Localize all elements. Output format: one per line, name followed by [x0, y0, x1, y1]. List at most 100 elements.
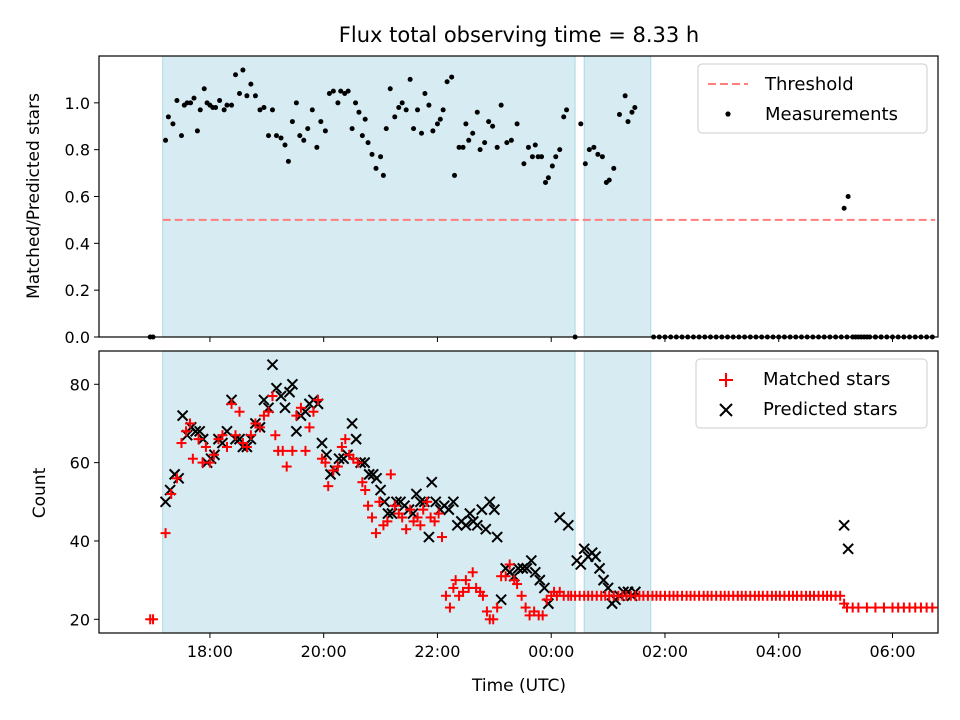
measurement-point — [248, 81, 254, 87]
shaded-interval-2 — [583, 350, 652, 634]
predicted-stars-point — [480, 523, 492, 535]
measurement-point — [399, 100, 405, 106]
measurement-point — [632, 105, 638, 111]
x-axis-label: Time (UTC) — [471, 676, 566, 696]
matched-stars-point — [504, 559, 515, 570]
legend-predicted-label: Predicted stars — [763, 399, 897, 420]
measurement-point — [197, 107, 203, 113]
measurement-point — [178, 133, 184, 139]
matched-stars-point — [217, 430, 228, 441]
matched-stars-point — [477, 590, 488, 601]
matched-stars-point — [870, 602, 881, 613]
predicted-stars-point — [378, 496, 391, 508]
measurement-point — [165, 114, 171, 120]
measurement-point — [415, 107, 421, 113]
chart-title: Flux total observing time = 8.33 h — [339, 23, 699, 47]
predicted-stars-point — [842, 543, 854, 555]
shaded-interval-1 — [162, 55, 576, 338]
measurement-point — [595, 151, 601, 157]
bottom-panel-y-label: Count — [30, 467, 50, 518]
measurement-point — [365, 140, 371, 146]
legend-threshold-label: Threshold — [764, 74, 854, 95]
matched-stars-point — [200, 441, 211, 452]
predicted-stars-point — [290, 425, 303, 437]
measurement-point — [532, 142, 538, 148]
predicted-stars-point — [350, 433, 362, 445]
measurement-point — [444, 79, 450, 85]
top-panel-legend: Threshold Measurements — [697, 63, 928, 134]
measurement-point — [463, 121, 469, 127]
predicted-stars-point — [258, 394, 270, 406]
matched-stars-point — [405, 504, 416, 515]
measurement-point — [434, 121, 440, 127]
matched-stars-point — [267, 391, 278, 402]
matched-stars-point — [185, 418, 196, 429]
measurement-point — [387, 86, 393, 92]
predicted-stars-point — [538, 582, 551, 594]
predicted-stars-point — [430, 496, 442, 508]
measurement-point — [543, 179, 549, 185]
measurement-point — [191, 95, 197, 101]
matched-stars-point — [287, 445, 298, 456]
matched-stars-point — [336, 441, 347, 452]
measurement-point — [557, 147, 563, 153]
matched-stars-point — [429, 516, 440, 527]
matched-stars-point — [835, 590, 846, 601]
measurement-point — [229, 102, 235, 108]
predicted-stars-point — [529, 566, 541, 578]
predicted-stars-point — [484, 496, 496, 508]
matched-stars-point — [488, 614, 499, 625]
predicted-stars-point — [370, 472, 383, 484]
measurement-point — [326, 90, 332, 96]
measurement-point — [553, 154, 559, 160]
matched-stars-point — [440, 590, 451, 601]
matched-stars-point — [374, 496, 385, 507]
measurement-point — [490, 123, 496, 129]
matched-stars-point — [481, 606, 492, 617]
matched-stars-point — [291, 410, 302, 421]
measurement-point — [396, 105, 402, 111]
bottom-panel-y-ticks: 20 40 60 80 — [70, 375, 99, 629]
measurement-point — [236, 90, 242, 96]
measurement-point — [233, 72, 239, 78]
predicted-stars-point — [521, 562, 533, 575]
matched-stars-point — [160, 528, 171, 539]
matched-stars-point — [300, 445, 311, 456]
measurement-point — [564, 107, 570, 113]
predicted-stars-point — [159, 496, 172, 508]
matched-stars-point — [226, 398, 237, 409]
measurement-point — [606, 177, 612, 183]
matched-stars-point — [340, 434, 351, 445]
measurement-point — [582, 161, 588, 167]
measurement-point — [494, 144, 500, 150]
matched-stars-point — [458, 586, 469, 597]
predicted-stars-point — [471, 519, 483, 531]
matched-stars-point — [444, 602, 455, 613]
predicted-stars-point — [266, 359, 279, 371]
measurement-point — [194, 128, 200, 134]
measurement-point — [362, 116, 368, 122]
predicted-stars-point — [193, 425, 206, 437]
matched-stars-point — [171, 473, 182, 484]
measurement-point — [549, 163, 555, 169]
measurement-point — [378, 154, 384, 160]
measurement-point — [217, 97, 223, 103]
predicted-stars-point — [464, 507, 476, 520]
matched-stars-point — [241, 441, 252, 452]
measurement-point — [440, 107, 446, 113]
matched-stars-point — [537, 610, 548, 621]
y-tick-label: 80 — [70, 375, 90, 394]
measurement-point — [301, 137, 307, 143]
matched-stars-point — [245, 430, 256, 441]
measurement-point — [529, 154, 535, 160]
measurement-point — [293, 100, 299, 106]
matched-stars-point — [360, 485, 371, 496]
matched-stars-point — [148, 614, 159, 625]
measurement-point — [330, 88, 336, 94]
predicted-stars-point — [578, 543, 590, 555]
matched-stars-point — [176, 438, 187, 449]
matched-stars-point — [357, 477, 368, 488]
measurement-point — [380, 172, 386, 178]
measurement-point — [170, 121, 176, 127]
matched-stars-point — [181, 426, 192, 437]
